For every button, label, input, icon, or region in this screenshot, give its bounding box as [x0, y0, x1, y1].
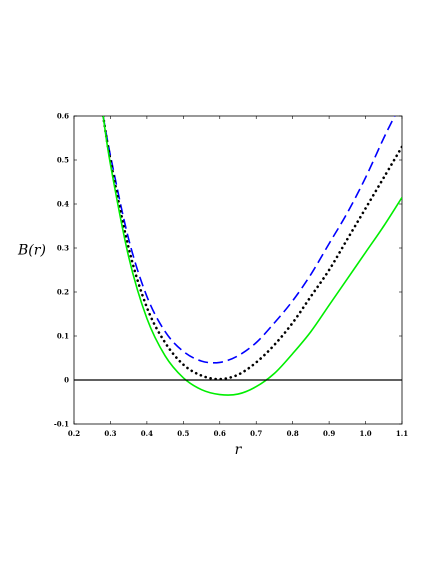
plot-area: 0.2 0.3 0.4 0.5 0.6 0.7 0.8 0.9 1.0 1.1 -0.100.10… [54, 112, 408, 439]
x-tick-label: 0.8 [287, 429, 299, 438]
x-tick-label: 0.7 [250, 429, 262, 438]
x-axis-ticks: 0.2 0.3 0.4 0.5 0.6 0.7 0.8 0.9 1.0 1.1 [68, 116, 408, 438]
y-tick-label: 0.3 [57, 244, 69, 253]
x-tick-label: 0.3 [104, 429, 116, 438]
y-axis-label: B(r) [17, 243, 46, 259]
y-tick-label: 0.2 [57, 288, 69, 297]
y-tick-label: 0.6 [57, 112, 69, 121]
y-tick-label: -0.1 [54, 420, 69, 429]
y-tick-label: 0 [64, 376, 69, 385]
x-tick-label: 0.9 [323, 429, 335, 438]
series-line-solid [102, 116, 402, 396]
x-tick-label: 1.0 [359, 429, 371, 438]
x-tick-label: 1.1 [396, 429, 408, 438]
x-tick-label: 0.2 [68, 429, 80, 438]
series-line-dotted [101, 116, 402, 381]
x-axis-label: r [235, 442, 243, 458]
y-tick-label: 0.5 [57, 156, 69, 165]
y-tick-label: 0.1 [57, 332, 69, 341]
x-tick-label: 0.4 [141, 429, 153, 438]
x-tick-label: 0.5 [177, 429, 189, 438]
y-axis-ticks: -0.1 0 0.1 0.2 0.3 0.4 0.5 0.6 [54, 112, 402, 429]
series-layer [101, 116, 402, 396]
plot-frame [73, 115, 403, 425]
x-tick-label: 0.6 [214, 429, 226, 438]
y-tick-label: 0.4 [57, 200, 69, 209]
series-line-dashed [102, 116, 396, 364]
